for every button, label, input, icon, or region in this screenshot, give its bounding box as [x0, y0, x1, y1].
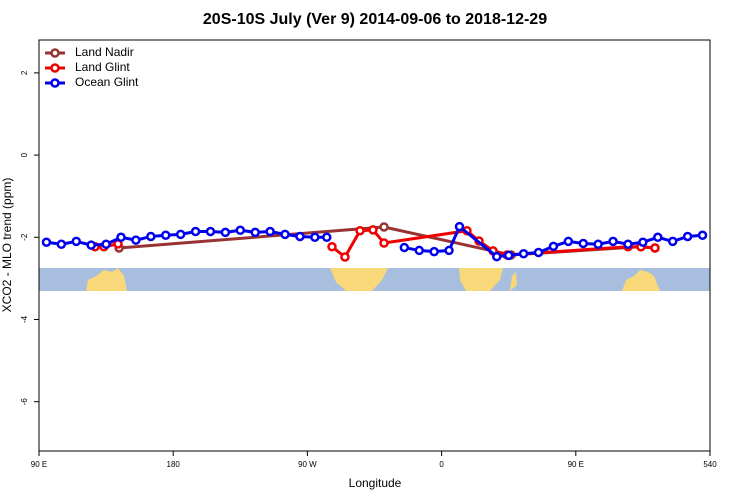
point: [593, 239, 603, 250]
map-strip: [39, 268, 710, 291]
point: [175, 229, 186, 240]
point: [379, 222, 389, 232]
point: [250, 227, 260, 238]
point: [682, 231, 693, 242]
x-tick-label: 180: [167, 460, 181, 469]
point: [190, 226, 201, 237]
y-tick-label: -6: [20, 398, 29, 406]
point: [563, 236, 574, 247]
point: [116, 232, 126, 243]
y-tick-label: 0: [20, 152, 29, 157]
point: [653, 232, 663, 243]
point: [533, 247, 544, 258]
point: [454, 221, 465, 232]
legend-marker: [50, 48, 60, 58]
point: [697, 230, 708, 240]
x-axis-label: Longitude: [349, 476, 402, 490]
point: [444, 245, 454, 256]
point: [340, 252, 350, 262]
point: [265, 226, 275, 237]
point: [623, 239, 633, 250]
y-tick-label: -2: [20, 233, 29, 241]
point: [322, 232, 332, 243]
y-tick-label: -4: [20, 315, 29, 323]
point: [518, 248, 529, 259]
y-tick-label: 2: [20, 70, 29, 75]
legend-label: Ocean Glint: [75, 75, 139, 89]
x-tick-label: 0: [439, 460, 444, 469]
point: [578, 238, 589, 249]
point: [41, 237, 52, 247]
point: [327, 241, 337, 252]
x-tick-label: 90 E: [31, 460, 47, 469]
point: [355, 225, 365, 236]
legend-marker: [50, 63, 60, 73]
point: [379, 238, 389, 248]
point: [56, 239, 67, 250]
point: [86, 240, 96, 250]
legend-marker: [50, 78, 60, 88]
point: [414, 245, 424, 256]
point: [429, 246, 439, 257]
point: [503, 250, 514, 261]
point: [295, 231, 305, 242]
y-axis-label: XCO2 - MLO trend (ppm): [0, 178, 14, 313]
point: [160, 230, 171, 240]
point: [638, 237, 648, 247]
point: [548, 241, 559, 252]
legend-label: Land Glint: [75, 60, 130, 74]
point: [280, 229, 290, 240]
point: [146, 231, 156, 242]
x-tick-label: 540: [703, 460, 717, 469]
point: [399, 242, 410, 253]
point: [71, 236, 82, 247]
chart-title: 20S-10S July (Ver 9) 2014-09-06 to 2018-…: [203, 11, 547, 28]
point: [131, 235, 141, 245]
x-tick-label: 90 E: [568, 460, 584, 469]
x-tick-label: 90 W: [298, 460, 317, 469]
point: [310, 232, 320, 243]
point: [650, 243, 660, 253]
point: [101, 239, 111, 250]
point: [492, 251, 502, 262]
plot-frame: [38, 39, 711, 452]
point: [235, 225, 246, 236]
point: [220, 227, 231, 238]
point: [205, 226, 216, 237]
legend-label: Land Nadir: [75, 45, 134, 59]
point: [608, 236, 618, 247]
point: [368, 225, 378, 235]
point: [667, 236, 678, 247]
